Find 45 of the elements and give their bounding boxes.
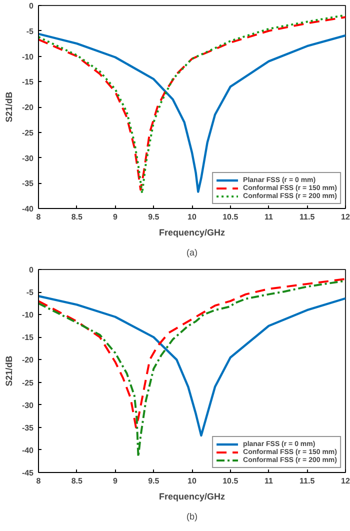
x-tick-label: 9 (113, 476, 118, 486)
text: (b) (186, 512, 198, 522)
y-axis-title: S21/dB (4, 91, 14, 122)
x-tick-label: 10.5 (222, 476, 239, 486)
x-tick-label: 11 (264, 476, 274, 486)
line-series (38, 278, 346, 428)
y-tick-label: -45 (22, 468, 34, 478)
x-axis-title: Frequency/GHz (158, 228, 226, 238)
x-tick-label: 10 (188, 212, 197, 222)
x-tick-label: 9 (113, 212, 118, 222)
y-tick-label: -10 (22, 310, 34, 320)
y-tick-label: -25 (22, 128, 34, 138)
x-tick-label: 8 (36, 212, 42, 222)
x-axis-title: Frequency/GHz (158, 492, 226, 502)
y-axis-title: S21/dB (4, 355, 14, 386)
x-tick-label: 11 (264, 212, 274, 222)
y-tick-label: -35 (22, 179, 34, 188)
x-tick-label: 9.5 (148, 476, 160, 486)
line-series (38, 295, 346, 437)
y-tick-label: -30 (22, 154, 34, 163)
y-tick-label: 0 (29, 2, 34, 10)
x-tick-label: 12 (341, 212, 350, 222)
x-tick-label: 8.5 (71, 476, 83, 486)
text: (a) (186, 248, 198, 258)
x-tick-label: 9.5 (148, 212, 160, 222)
y-tick-label: -15 (22, 78, 34, 87)
x-tick-label: 10 (188, 476, 197, 486)
x-tick-label: 12 (341, 476, 350, 486)
y-tick-label: -5 (26, 26, 34, 36)
y-tick-label: -20 (22, 356, 34, 365)
y-tick-label: -30 (22, 400, 34, 410)
y-tick-label: -40 (22, 446, 34, 455)
y-tick-label: -20 (22, 103, 34, 112)
x-tick-label: 11.5 (300, 212, 316, 222)
x-tick-label: 8 (36, 476, 42, 486)
y-tick-label: 0 (29, 266, 34, 274)
x-tick-label: 10.5 (222, 212, 239, 222)
y-tick-label: -15 (22, 333, 34, 342)
y-tick-label: -25 (22, 378, 34, 388)
y-tick-label: -10 (22, 52, 34, 62)
x-tick-label: 11.5 (300, 476, 316, 486)
x-tick-label: 8.5 (71, 212, 83, 222)
y-tick-label: -40 (22, 204, 34, 214)
y-tick-label: -5 (26, 288, 34, 298)
y-tick-label: -35 (22, 423, 34, 432)
